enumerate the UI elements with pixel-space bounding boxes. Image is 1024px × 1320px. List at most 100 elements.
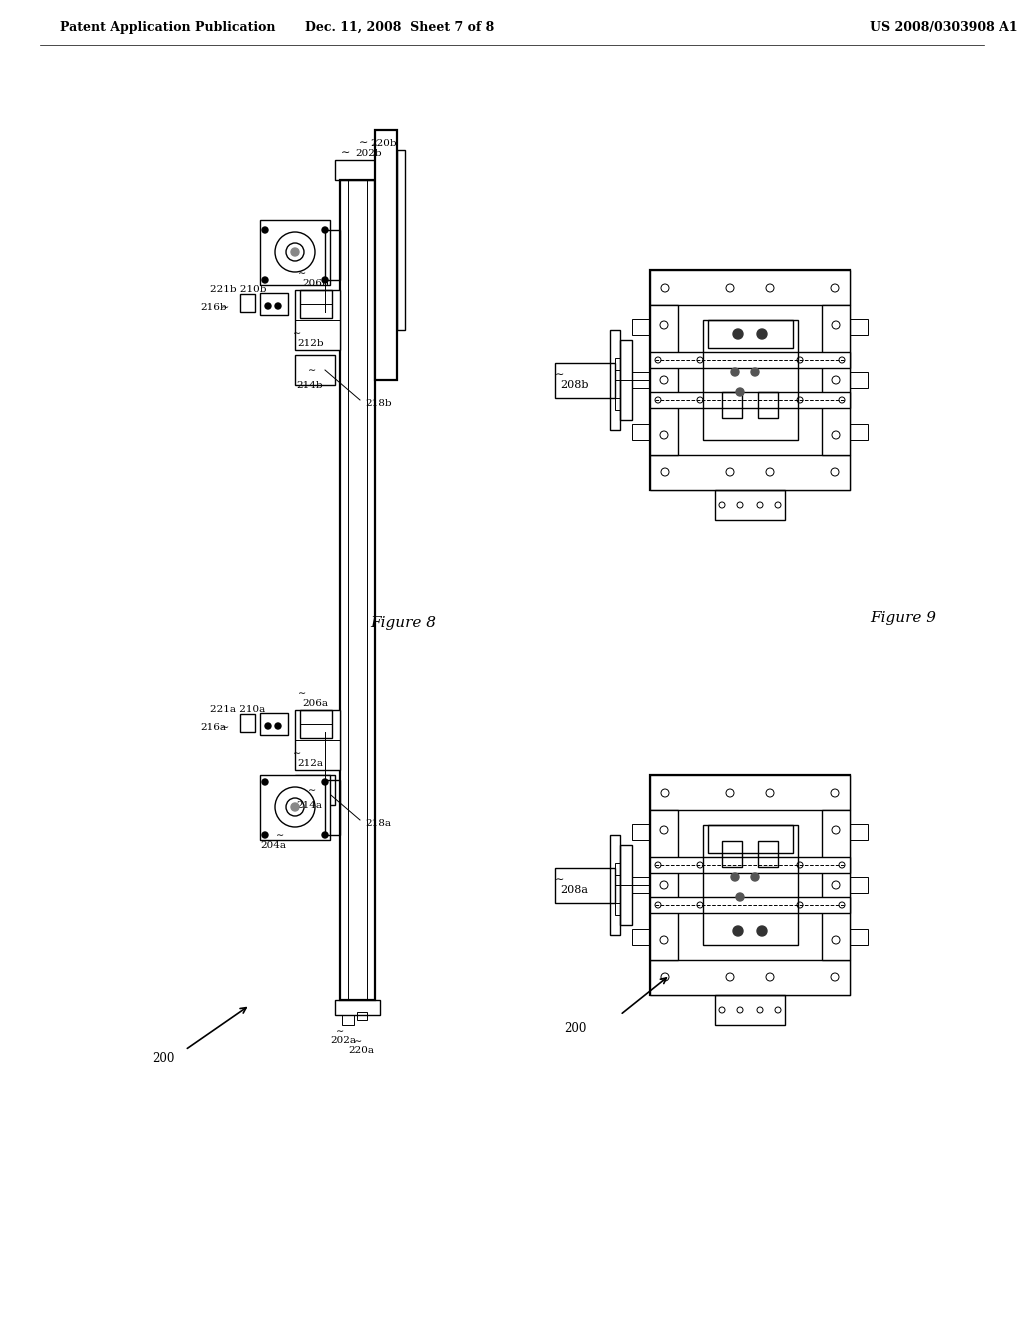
Text: 202b: 202b xyxy=(355,149,382,158)
Bar xyxy=(708,319,793,348)
Circle shape xyxy=(757,329,767,339)
Bar xyxy=(295,355,335,385)
Bar xyxy=(397,150,406,330)
Text: 212a: 212a xyxy=(297,759,323,768)
Bar xyxy=(650,271,850,305)
Bar xyxy=(295,290,340,350)
Text: 208a: 208a xyxy=(560,884,588,895)
Text: Figure 9: Figure 9 xyxy=(870,611,936,624)
Text: ∼: ∼ xyxy=(354,1036,362,1045)
Bar xyxy=(650,392,850,408)
Text: 208b: 208b xyxy=(560,380,589,389)
Text: 214b: 214b xyxy=(296,381,323,389)
Bar xyxy=(722,841,742,867)
Bar xyxy=(850,424,868,440)
Bar xyxy=(632,319,650,335)
Bar xyxy=(632,424,650,440)
Text: ∼: ∼ xyxy=(293,748,301,758)
Bar xyxy=(340,180,375,1001)
Circle shape xyxy=(265,304,271,309)
Bar xyxy=(295,710,340,770)
Text: Dec. 11, 2008  Sheet 7 of 8: Dec. 11, 2008 Sheet 7 of 8 xyxy=(305,21,495,33)
Circle shape xyxy=(291,248,299,256)
Circle shape xyxy=(322,277,328,282)
Circle shape xyxy=(262,779,268,785)
Circle shape xyxy=(262,227,268,234)
Bar xyxy=(632,824,650,840)
Bar xyxy=(702,825,798,945)
Bar xyxy=(300,290,332,318)
Bar xyxy=(335,1001,380,1015)
Bar xyxy=(650,775,850,810)
Text: 220a: 220a xyxy=(348,1045,374,1055)
Bar xyxy=(335,160,380,180)
Bar xyxy=(610,836,620,935)
Text: ∼: ∼ xyxy=(275,830,284,840)
Bar xyxy=(632,876,650,894)
Bar xyxy=(555,363,615,399)
Text: US 2008/0303908 A1: US 2008/0303908 A1 xyxy=(870,21,1018,33)
Text: ∼: ∼ xyxy=(221,722,229,733)
Bar xyxy=(722,392,742,418)
Text: ∼: ∼ xyxy=(341,148,350,158)
Bar xyxy=(715,995,785,1026)
Text: ∼: ∼ xyxy=(298,688,306,698)
Bar xyxy=(260,713,288,735)
Bar xyxy=(632,929,650,945)
Bar xyxy=(295,775,335,805)
Text: 220b: 220b xyxy=(370,139,396,148)
Bar xyxy=(615,863,620,875)
Bar xyxy=(758,392,778,418)
Text: 202a: 202a xyxy=(330,1036,356,1045)
Text: 200: 200 xyxy=(152,1052,174,1065)
Text: 206a: 206a xyxy=(302,700,328,708)
Bar xyxy=(822,305,850,455)
Text: 221a 210a: 221a 210a xyxy=(210,705,265,714)
Bar xyxy=(240,714,255,733)
Bar xyxy=(650,810,678,960)
Text: 218a: 218a xyxy=(365,818,391,828)
Bar xyxy=(650,775,850,995)
Circle shape xyxy=(265,723,271,729)
Circle shape xyxy=(736,894,744,902)
Text: 204a: 204a xyxy=(260,841,286,850)
Text: ∼: ∼ xyxy=(308,785,316,795)
Bar xyxy=(610,330,620,430)
Text: ∼: ∼ xyxy=(555,875,564,884)
Text: ∼: ∼ xyxy=(293,327,301,338)
Circle shape xyxy=(731,873,739,880)
Circle shape xyxy=(733,329,743,339)
Circle shape xyxy=(733,927,743,936)
Bar xyxy=(260,293,288,315)
Circle shape xyxy=(731,368,739,376)
Bar xyxy=(850,319,868,335)
Bar xyxy=(650,305,678,455)
Bar xyxy=(708,825,793,853)
Text: 216a: 216a xyxy=(200,723,226,733)
Text: 221b 210b: 221b 210b xyxy=(210,285,266,294)
Bar xyxy=(758,841,778,867)
Text: ∼: ∼ xyxy=(308,366,316,375)
Text: Patent Application Publication: Patent Application Publication xyxy=(60,21,275,33)
Bar xyxy=(650,857,850,873)
Bar xyxy=(357,1012,367,1020)
Bar xyxy=(325,230,340,280)
Circle shape xyxy=(322,832,328,838)
Text: 216b: 216b xyxy=(200,304,226,312)
Circle shape xyxy=(291,803,299,810)
Text: ∼: ∼ xyxy=(336,1026,344,1036)
Bar xyxy=(615,399,620,411)
Circle shape xyxy=(262,277,268,282)
Bar xyxy=(620,845,632,925)
Bar xyxy=(702,319,798,440)
Text: ∼: ∼ xyxy=(358,139,368,148)
Text: ∼: ∼ xyxy=(221,302,229,312)
Bar xyxy=(615,903,620,915)
Bar xyxy=(300,710,332,738)
Bar xyxy=(650,352,850,368)
Text: 218b: 218b xyxy=(365,399,391,408)
Bar xyxy=(650,960,850,995)
Bar xyxy=(260,220,330,285)
Circle shape xyxy=(757,927,767,936)
Circle shape xyxy=(322,227,328,234)
